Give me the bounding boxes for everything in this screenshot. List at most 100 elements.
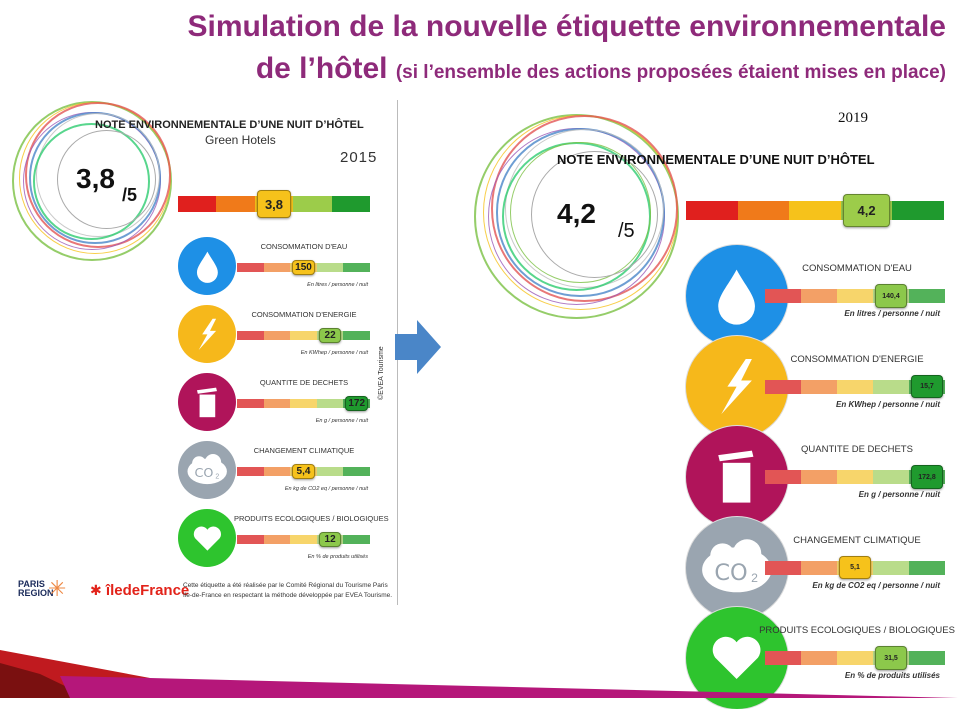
scale-segment [263,467,291,476]
right-year: 2019 [838,110,868,126]
scale-segment [801,379,837,394]
indicator-unit: En kg de CO2 eq / personne / nuit [284,486,368,492]
svg-text:2: 2 [215,473,219,480]
scale-segment [290,535,317,544]
scale-segment [765,560,801,575]
indicator-unit: En KWhep / personne / nuit [300,350,368,356]
scale-segment [789,201,841,220]
right-heading: NOTE ENVIRONNEMENTALE D’UNE NUIT D’HÔTEL [557,152,875,167]
scale-segment [178,196,217,212]
indicator-unit: En KWhep / personne / nuit [836,399,940,409]
title-main: de l’hôtel [255,52,388,85]
value-box: 4,2 [842,194,891,227]
indicator-scale: 140,4 [765,284,945,308]
scale-segment [290,399,317,408]
co2-cloud-icon: CO 2 [686,516,788,619]
indicator-scale: 150 [237,259,370,276]
left-heading: NOTE ENVIRONNEMENTALE D’UNE NUIT D’HÔTEL [95,119,364,131]
indicator-label: CONSOMMATION D'ENERGIE [251,310,357,319]
scale-segment [801,470,837,484]
value-box: 15,7 [911,374,943,399]
value-box: 22 [318,327,342,344]
scale-segment [909,289,945,303]
left-subheading: Green Hotels [205,133,276,147]
indicator-scale: 31,5 [765,646,945,670]
idf-logo: ✱ îledeFrance [90,582,190,599]
scale-segment [263,535,291,544]
left-score: 3,8 [76,163,115,194]
scale-segment [263,331,291,340]
svg-text:2: 2 [751,571,758,585]
left-main-scale: 3,8 [178,190,370,218]
scale-segment [801,651,837,665]
paris-region-star-icon: ✳ [48,576,67,601]
paris-region-logo: PARIS REGION [18,579,54,598]
scale-segment [909,560,945,575]
value-box: 172 [345,395,368,412]
indicator-scale: 5,1 [765,555,945,580]
scale-segment [737,201,790,220]
value-box: 140,4 [875,284,907,308]
credit-text: ©EVEA Tourisme [378,346,385,400]
value-box: 12 [318,531,342,548]
scale-segment [343,467,370,476]
scale-segment [316,399,344,408]
scale-segment [686,201,738,220]
indicator-scale: 5,4 [237,463,370,480]
indicator-label: CHANGEMENT CLIMATIQUE [253,446,355,455]
value-box: 5,4 [292,463,315,480]
trash-bin-icon [178,373,236,431]
indicator-scale: 22 [237,327,370,344]
left-year: 2015 [340,149,378,166]
scale-segment [263,399,291,408]
scale-segment [765,379,801,394]
star-icon: ✱ [90,582,102,598]
left-score-max: /5 [122,185,138,205]
indicator-label: QUANTITE DE DECHETS [259,378,349,387]
scale-segment [837,470,873,484]
inner-ring [531,151,659,279]
scale-segment [237,263,264,272]
scale-segment [316,467,344,476]
scale-segment [316,263,344,272]
scale-segment [343,263,370,272]
scale-segment [873,470,909,484]
right-score-max: /5 [618,220,635,242]
indicator-label: PRODUITS ECOLOGIQUES / BIOLOGIQUES [234,514,389,523]
page-title: Simulation de la nouvelle étiquette envi… [187,10,947,43]
scale-segment [237,535,264,544]
indicator-label: PRODUITS ECOLOGIQUES / BIOLOGIQUES [759,625,955,636]
scale-segment [765,289,801,303]
indicator-scale: 172,8 [765,465,945,489]
scale-segment [837,379,873,394]
value-box: 172,8 [911,465,943,489]
scale-segment [290,331,317,340]
score-rings [11,98,175,262]
scale-segment [765,470,801,484]
scale-segment [801,289,837,303]
score-rings [473,110,683,320]
scale-segment [343,331,370,340]
arrow-right-icon [395,320,441,374]
value-box: 3,8 [256,190,292,218]
scale-segment [873,560,909,575]
title-sub: (si l’ensemble des actions proposées éta… [395,62,946,83]
scale-segment [263,263,291,272]
lightning-icon [178,305,236,363]
heart-icon [178,509,236,567]
indicator-unit: En % de produits utilisés [844,671,940,680]
scale-segment [892,201,944,220]
indicator-scale: 15,7 [765,374,945,399]
indicator-label: CONSOMMATION D'EAU [802,263,912,274]
svg-text:CO: CO [194,466,213,481]
footnote: Cette étiquette a été réalisée par le Co… [183,582,393,599]
svg-text:CO: CO [715,560,748,586]
indicator-scale: 12 [237,531,370,548]
scale-segment [837,651,873,665]
scale-segment [216,196,255,212]
scale-segment [293,196,332,212]
indicator-unit: En kg de CO2 eq / personne / nuit [812,580,940,590]
scale-segment [873,379,909,394]
page-subtitle: de l’hôtel (si l’ensemble des actions pr… [256,52,946,86]
right-main-scale: 4,2 [686,194,944,227]
